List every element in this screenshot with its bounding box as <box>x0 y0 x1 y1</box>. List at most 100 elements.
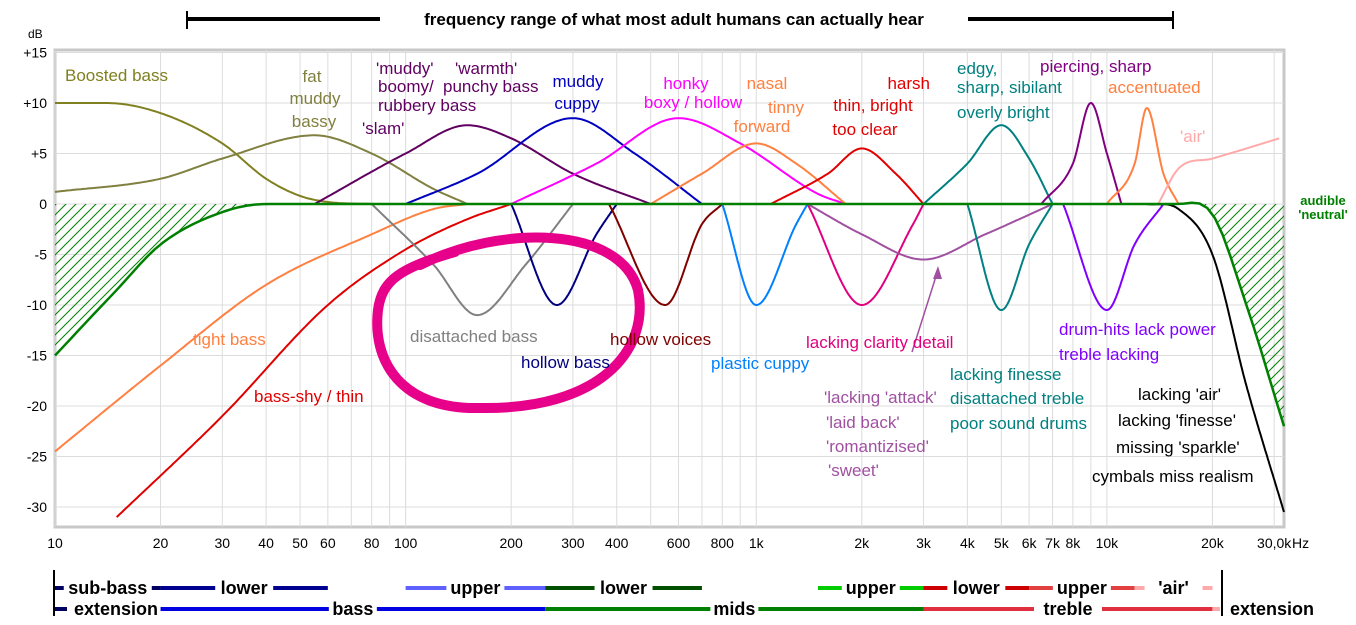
hatch-high-end <box>1178 202 1284 427</box>
series-line <box>966 203 1054 311</box>
series-line <box>116 203 512 518</box>
y-tick-label: +5 <box>31 146 47 162</box>
chart-title: frequency range of what most adult human… <box>424 10 924 29</box>
annotation-label: lacking finesse <box>950 365 1062 384</box>
annotation-label: audible <box>1300 193 1346 208</box>
x-tick-label: 2k <box>854 535 870 551</box>
y-tick-label: -15 <box>27 348 47 364</box>
band-top-label: 'air' <box>1158 578 1189 598</box>
annotation-label: too clear <box>832 120 898 139</box>
annotation-label: 'sweet' <box>828 461 879 480</box>
annotation-label: hollow bass <box>521 353 610 372</box>
annotation-label: disattached treble <box>950 389 1084 408</box>
x-tick-label: 5k <box>994 535 1010 551</box>
annotation-label: muddy <box>289 89 341 108</box>
series-line <box>650 142 847 205</box>
x-tick-label: 6k <box>1022 535 1038 551</box>
x-tick-label: 10k <box>1096 535 1120 551</box>
y-tick-label: 0 <box>39 196 47 212</box>
x-tick-label: 200 <box>499 535 523 551</box>
annotation-label: bass-shy / thin <box>254 387 364 406</box>
annotation-label: treble lacking <box>1059 345 1159 364</box>
x-tick-label: 50 <box>292 535 308 551</box>
x-tick-label: 10 <box>47 535 63 551</box>
annotation-label: fat <box>303 67 322 86</box>
annotation-label: Boosted bass <box>65 66 168 85</box>
annotation-label: punchy bass <box>443 77 538 96</box>
x-tick-label: 30 <box>215 535 231 551</box>
annotation-label: cymbals miss realism <box>1092 467 1254 486</box>
x-tick-label: 800 <box>711 535 735 551</box>
band-top-label: upper <box>1057 578 1107 598</box>
y-unit-label: dB <box>28 27 43 41</box>
annotation-label: rubbery bass <box>378 96 476 115</box>
annotation-label: honky <box>663 74 709 93</box>
annotation-label: hollow voices <box>610 330 711 349</box>
annotation-label: 'muddy' <box>376 59 434 78</box>
x-tick-label: 3k <box>916 535 932 551</box>
x-tick-label: 80 <box>364 535 380 551</box>
annotations: Boosted bass fat muddy bassy 'muddy'boomy/ru… <box>65 57 1348 486</box>
annotation-label: lacking 'finesse' <box>1118 411 1236 430</box>
curves <box>54 102 1286 518</box>
band-top-label-bg <box>841 576 900 598</box>
annotation-label: piercing, sharp <box>1040 57 1152 76</box>
pointer-arrowhead <box>933 266 942 279</box>
band-bottom-label-bg <box>328 598 377 620</box>
band-top-label: lower <box>600 578 647 598</box>
band-top-label-bg <box>947 576 1006 598</box>
series-line <box>608 203 724 306</box>
series-line <box>922 124 1054 205</box>
x-tick-label: 60 <box>320 535 336 551</box>
annotation-label: harsh <box>887 74 930 93</box>
series-line <box>54 201 1286 427</box>
series-line <box>721 203 809 306</box>
series-line <box>314 124 652 205</box>
annotation-label: sharp, sibilant <box>957 78 1062 97</box>
x-tick-label: 4k <box>960 535 976 551</box>
axis-ticks: +15 +10 +5 0 -5 -10 -15 -20 -25 -30 dB 10 20 30 40 50 60… <box>23 27 1309 551</box>
chart-title-group: frequency range of what most adult human… <box>186 10 1174 29</box>
annotation-label: overly bright <box>957 103 1050 122</box>
hatch-low-end <box>55 204 267 356</box>
annotation-label: thin, bright <box>833 96 913 115</box>
y-tick-label: -10 <box>27 297 47 313</box>
annotation-label: plastic cuppy <box>711 354 810 373</box>
x-tick-label: 8k <box>1066 535 1082 551</box>
band-bottom-label-bg <box>710 598 759 620</box>
x-tick-label: 40 <box>258 535 274 551</box>
band-top-label: upper <box>450 578 500 598</box>
series-line <box>54 203 468 453</box>
annotation-label: forward <box>734 117 791 136</box>
band-top-label-bg <box>215 576 274 598</box>
annotation-label: edgy, <box>957 59 997 78</box>
x-tick-label: 100 <box>394 535 418 551</box>
annotation-label: boomy/ <box>378 77 434 96</box>
series-line <box>1062 203 1165 311</box>
frequency-bands: sub-bass lower upper lower upper lower upper 'a… <box>53 570 1321 620</box>
band-bottom-label-bg <box>1033 598 1102 620</box>
series-line <box>806 203 1054 261</box>
x-unit-label: Hz <box>1292 535 1309 551</box>
annotation-label: disattached bass <box>410 327 538 346</box>
band-top-label-bg <box>594 576 653 598</box>
annotation-label: cuppy <box>554 94 600 113</box>
y-tick-label: +15 <box>23 45 47 61</box>
pointer-arrow <box>911 269 939 353</box>
annotation-label: lacking 'air' <box>1138 385 1221 404</box>
annotation-label: lacking clarity detail <box>806 333 953 352</box>
series-line <box>1106 107 1180 205</box>
annotation-label: bassy <box>292 112 337 131</box>
band-bottom-label-bg <box>67 598 165 620</box>
x-tick-label: 600 <box>667 535 691 551</box>
series-line <box>510 203 618 306</box>
series-line <box>405 117 703 205</box>
series-line <box>370 203 574 317</box>
y-tick-label: -5 <box>35 247 48 263</box>
annotation-label: 'neutral' <box>1298 207 1348 222</box>
band-top-label: upper <box>846 578 896 598</box>
annotation-label: missing 'sparkle' <box>1116 438 1240 457</box>
annotation-label: 'romantizised' <box>826 437 929 456</box>
annotation-label: tinny <box>768 98 804 117</box>
